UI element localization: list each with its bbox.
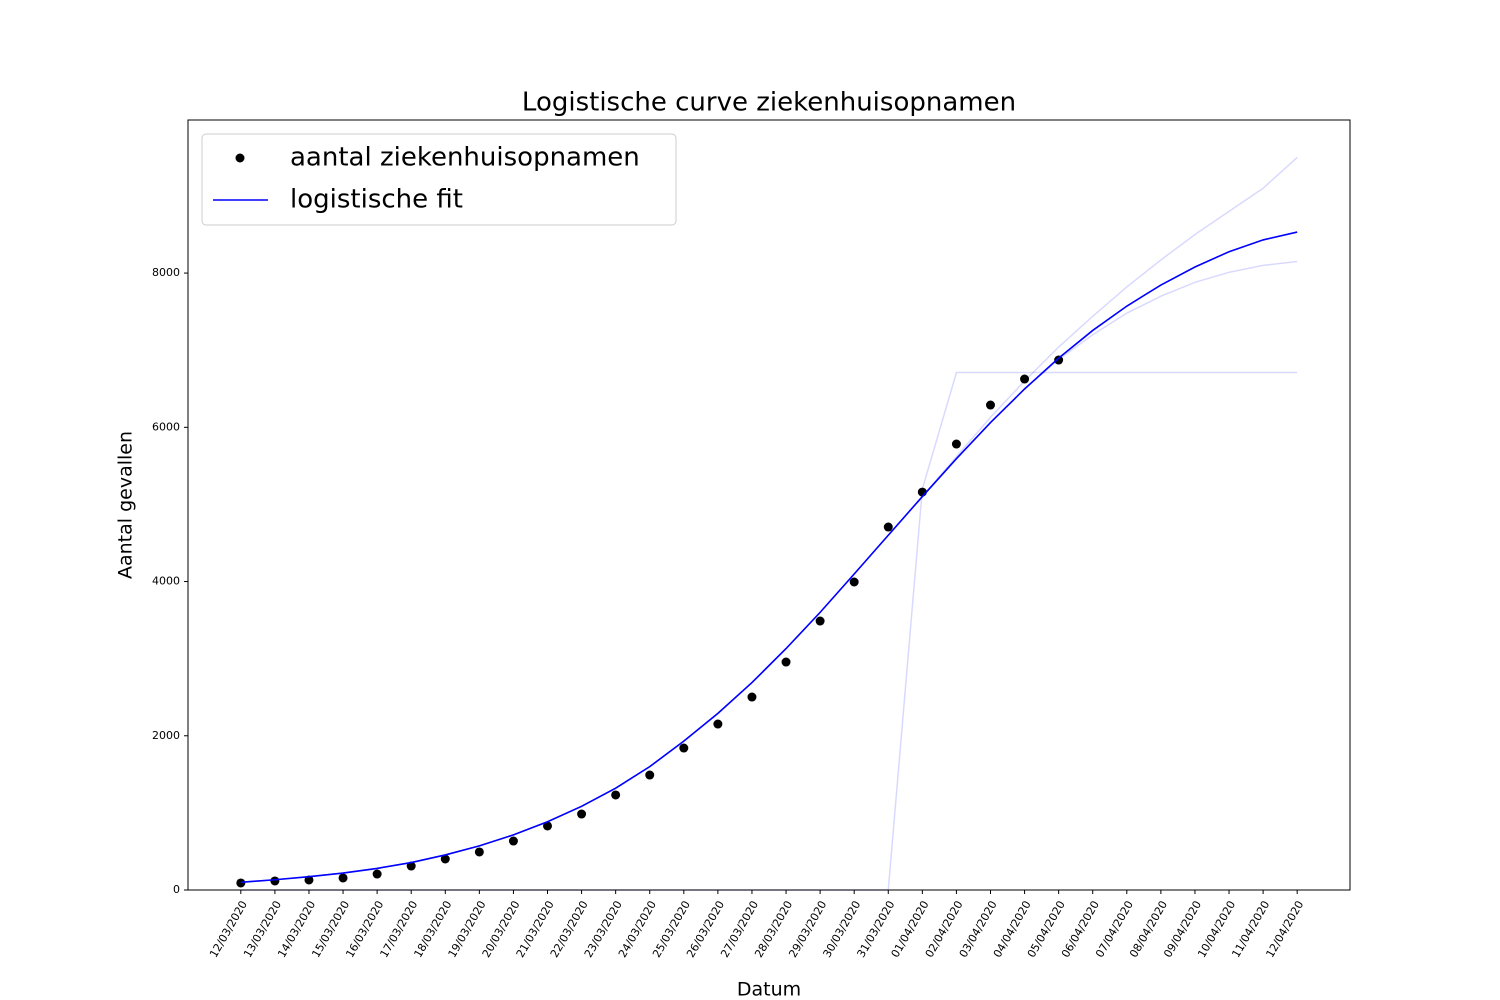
data-point bbox=[508, 836, 518, 846]
legend-label: logistische fit bbox=[290, 185, 463, 215]
data-point bbox=[543, 821, 553, 831]
data-point bbox=[1020, 374, 1030, 384]
data-point bbox=[474, 847, 484, 857]
y-tick-label: 4000 bbox=[152, 575, 180, 588]
y-axis-label: Aantal gevallen bbox=[115, 431, 137, 579]
y-tick-label: 8000 bbox=[152, 266, 180, 279]
ensemble-line bbox=[240, 156, 1298, 884]
data-point bbox=[951, 439, 961, 449]
legend-box bbox=[201, 133, 677, 226]
legend: aantal ziekenhuisopnamen logistische fit bbox=[201, 133, 677, 226]
data-point bbox=[645, 770, 655, 780]
data-point bbox=[611, 790, 621, 800]
data-point bbox=[440, 854, 450, 864]
data-point bbox=[304, 875, 314, 885]
ensemble-line bbox=[240, 260, 1298, 884]
x-axis-label: Datum bbox=[737, 979, 801, 1000]
data-point bbox=[747, 692, 757, 702]
data-point bbox=[985, 400, 995, 410]
data-point bbox=[679, 743, 689, 753]
data-point bbox=[577, 809, 587, 819]
y-tick-label: 6000 bbox=[152, 420, 180, 433]
chart-title: Logistische curve ziekenhuisopnamen bbox=[522, 88, 1016, 118]
data-point bbox=[372, 869, 382, 879]
data-point bbox=[849, 577, 859, 587]
data-point bbox=[815, 616, 825, 626]
data-point bbox=[338, 873, 348, 883]
data-point bbox=[883, 522, 893, 532]
data-point bbox=[236, 878, 246, 888]
y-tick-label: 2000 bbox=[152, 729, 180, 742]
data-point bbox=[406, 861, 416, 871]
data-point bbox=[1054, 355, 1064, 365]
legend-label: aantal ziekenhuisopnamen bbox=[290, 143, 640, 173]
data-point bbox=[713, 719, 723, 729]
fit-line bbox=[240, 231, 1298, 884]
y-tick-label: 0 bbox=[173, 883, 180, 896]
legend-marker bbox=[235, 153, 245, 163]
plot-frame bbox=[187, 119, 1351, 891]
data-point bbox=[270, 876, 280, 886]
ensemble-line bbox=[240, 371, 1298, 891]
data-point bbox=[781, 657, 791, 667]
